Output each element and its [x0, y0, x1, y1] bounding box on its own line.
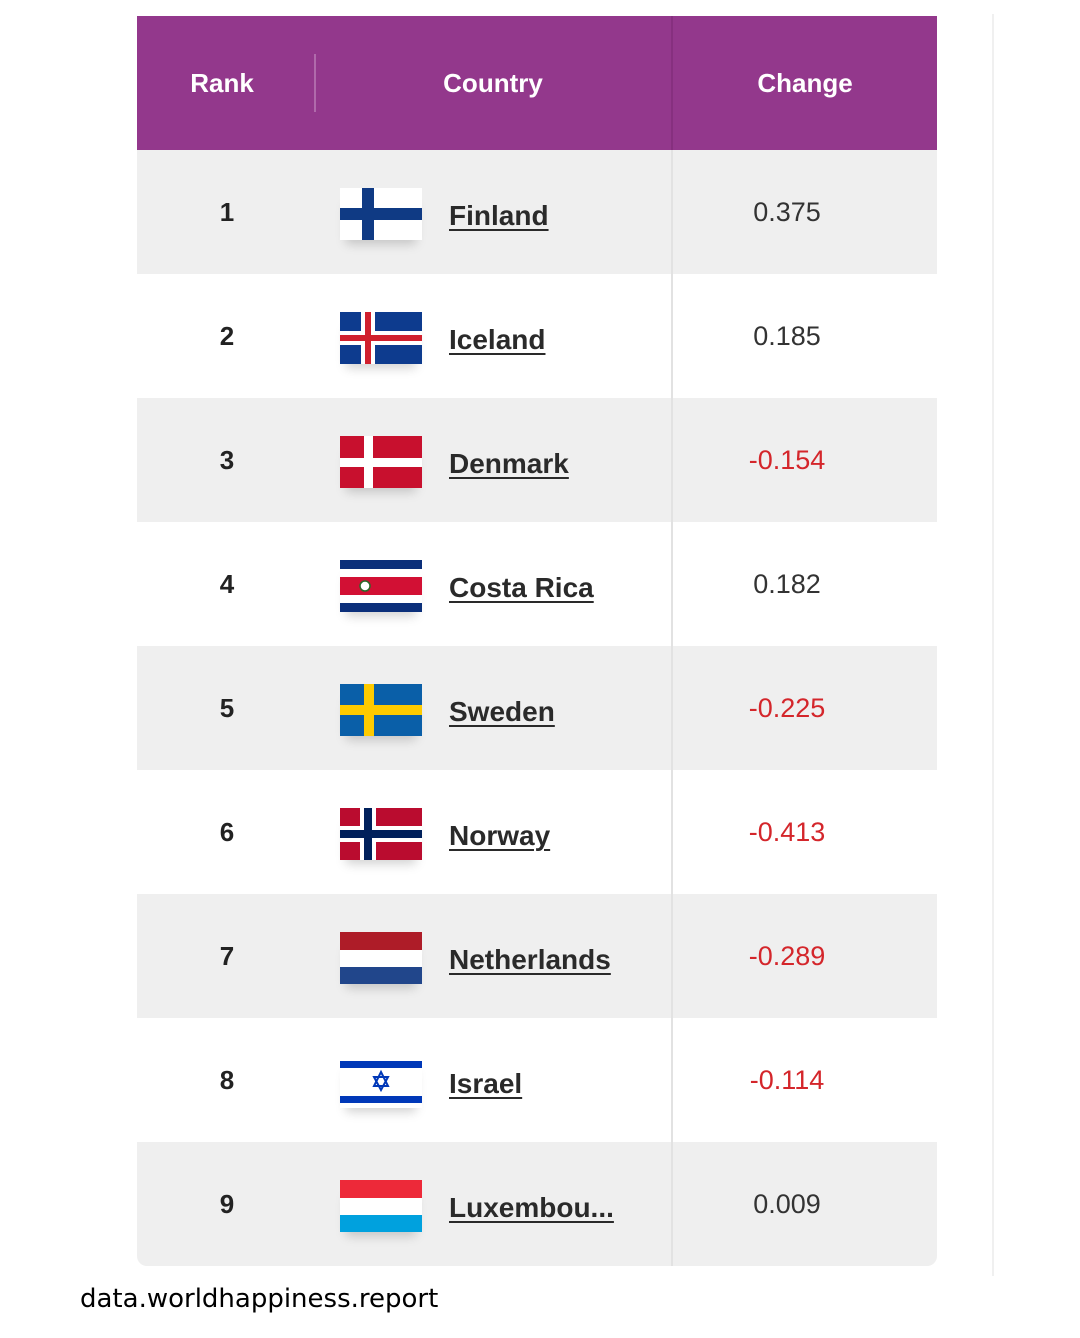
norway-flag-icon — [340, 808, 422, 860]
israel-flag-icon — [340, 1056, 422, 1108]
column-divider — [671, 398, 673, 522]
column-divider — [671, 274, 673, 398]
column-divider — [671, 1142, 673, 1266]
change-cell: -0.289 — [748, 940, 826, 971]
country-link[interactable]: Israel — [449, 1068, 523, 1099]
country-link[interactable]: Iceland — [449, 324, 546, 355]
rank-cell: 4 — [219, 568, 235, 599]
table-row: 7 Netherlands -0.289 — [137, 894, 937, 1018]
change-cell: -0.225 — [748, 692, 826, 723]
denmark-flag-icon — [340, 436, 422, 488]
rank-cell: 3 — [219, 444, 235, 475]
table-row: 5 Sweden -0.225 — [137, 646, 937, 770]
header-country[interactable]: Country — [443, 67, 543, 98]
change-cell: -0.413 — [748, 816, 826, 847]
rank-cell: 9 — [219, 1188, 235, 1219]
change-cell: 0.182 — [753, 568, 821, 599]
happiness-ranking-table: Rank Country Change 1 Finland 0.375 2 — [137, 16, 937, 1266]
source-caption: data.worldhappiness.report — [80, 1284, 439, 1314]
table-row: 4 Costa Rica 0.182 — [137, 522, 937, 646]
table-row: 9 Luxembou... 0.009 — [137, 1142, 937, 1266]
change-cell: 0.185 — [753, 320, 821, 351]
rank-cell: 6 — [219, 816, 235, 847]
rank-cell: 1 — [219, 196, 235, 227]
column-divider — [671, 1018, 673, 1142]
change-cell: 0.375 — [753, 196, 821, 227]
iceland-flag-icon — [340, 312, 422, 364]
rank-cell: 8 — [219, 1064, 235, 1095]
scroll-edge-rule — [992, 14, 994, 1276]
table-row: 1 Finland 0.375 — [137, 150, 937, 274]
change-cell: -0.114 — [749, 1064, 825, 1095]
column-divider — [671, 646, 673, 770]
column-divider — [671, 894, 673, 1018]
rank-cell: 2 — [219, 320, 235, 351]
country-link[interactable]: Norway — [449, 820, 551, 851]
table-row: 6 Norway -0.413 — [137, 770, 937, 894]
column-divider — [671, 150, 673, 274]
sweden-flag-icon — [340, 684, 422, 736]
table-header: Rank Country Change — [137, 16, 937, 150]
rank-cell: 5 — [219, 692, 235, 723]
header-divider-change — [671, 16, 673, 150]
table-row: 2 Iceland 0.185 — [137, 274, 937, 398]
header-divider — [314, 54, 316, 112]
netherlands-flag-icon — [340, 932, 422, 984]
header-rank[interactable]: Rank — [190, 67, 254, 98]
rank-cell: 7 — [219, 940, 235, 971]
country-link[interactable]: Netherlands — [449, 944, 611, 975]
change-cell: -0.154 — [748, 444, 826, 475]
luxembourg-flag-icon — [340, 1180, 422, 1232]
table-row: 3 Denmark -0.154 — [137, 398, 937, 522]
country-link[interactable]: Sweden — [449, 696, 555, 727]
finland-flag-icon — [340, 188, 422, 240]
column-divider — [671, 770, 673, 894]
country-link[interactable]: Finland — [449, 200, 549, 231]
country-link[interactable]: Luxembou... — [449, 1192, 614, 1223]
country-link[interactable]: Costa Rica — [449, 572, 594, 603]
table-row: 8 Israel -0.114 — [137, 1018, 937, 1142]
header-change[interactable]: Change — [757, 67, 853, 98]
country-link[interactable]: Denmark — [449, 448, 569, 479]
table-body: 1 Finland 0.375 2 Iceland 0.185 — [137, 150, 937, 1266]
change-cell: 0.009 — [753, 1188, 821, 1219]
costa-rica-flag-icon — [340, 560, 422, 612]
column-divider — [671, 522, 673, 646]
